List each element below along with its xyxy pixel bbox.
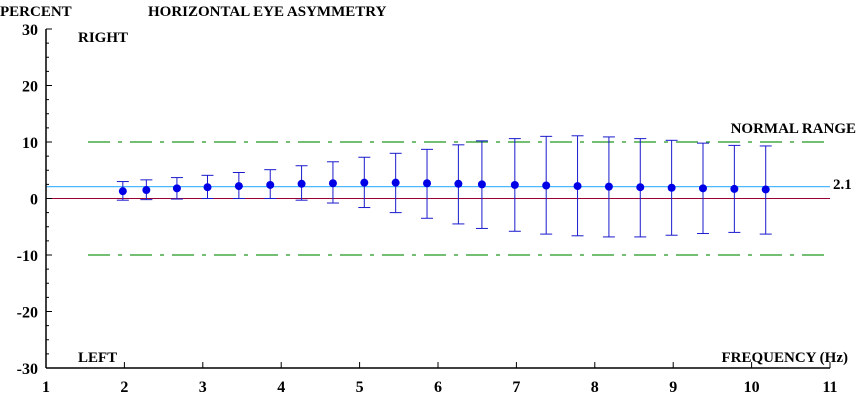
mean-value-label: 2.1 bbox=[833, 177, 852, 193]
reference-lines bbox=[46, 141, 830, 256]
data-point bbox=[542, 181, 551, 190]
y-ticks: 30 20 10 0 -10 -20 -30 bbox=[17, 22, 52, 378]
y-axis-label: PERCENT bbox=[0, 4, 72, 20]
data-point bbox=[172, 184, 181, 193]
x-axis-label: FREQUENCY (Hz) bbox=[721, 350, 848, 366]
data-point bbox=[118, 187, 127, 196]
data-point bbox=[360, 178, 369, 187]
y-tick-label: -20 bbox=[17, 305, 38, 322]
data-point bbox=[454, 179, 463, 188]
data-point bbox=[142, 186, 151, 195]
data-point bbox=[266, 180, 275, 189]
data-point bbox=[391, 178, 400, 187]
chart-title: HORIZONTAL EYE ASYMMETRY bbox=[148, 4, 387, 20]
left-annotation: LEFT bbox=[78, 350, 117, 366]
x-tick-label: 6 bbox=[434, 379, 442, 396]
y-tick-label: -30 bbox=[17, 361, 38, 378]
data-point bbox=[636, 183, 645, 192]
x-tick-label: 3 bbox=[199, 379, 207, 396]
normal-range-label: NORMAL RANGE bbox=[731, 121, 856, 137]
x-tick-label: 8 bbox=[591, 379, 599, 396]
data-point bbox=[477, 180, 486, 189]
data-point bbox=[203, 183, 212, 192]
data-point bbox=[297, 179, 306, 188]
right-annotation: RIGHT bbox=[78, 30, 128, 46]
data-point bbox=[510, 180, 519, 189]
x-tick-label: 4 bbox=[277, 379, 285, 396]
x-tick-label: 1 bbox=[42, 379, 50, 396]
x-tick-label: 9 bbox=[669, 379, 677, 396]
y-tick-label: 30 bbox=[22, 22, 38, 39]
data-point bbox=[423, 179, 432, 188]
data-points bbox=[118, 178, 770, 196]
data-point bbox=[698, 184, 707, 193]
data-point bbox=[328, 179, 337, 188]
x-ticks: 1 2 3 4 5 6 7 8 9 10 11 bbox=[42, 362, 838, 396]
x-tick-label: 5 bbox=[356, 379, 364, 396]
x-tick-label: 2 bbox=[120, 379, 128, 396]
y-tick-label: 0 bbox=[30, 192, 38, 209]
x-tick-label: 7 bbox=[512, 379, 520, 396]
data-point bbox=[730, 184, 739, 193]
x-tick-label: 11 bbox=[822, 379, 837, 396]
data-point bbox=[234, 182, 243, 191]
y-tick-label: -10 bbox=[17, 248, 38, 265]
data-point bbox=[604, 182, 613, 191]
data-point bbox=[667, 183, 676, 192]
y-tick-label: 10 bbox=[22, 135, 38, 152]
data-point bbox=[761, 185, 770, 194]
data-point bbox=[573, 182, 582, 191]
x-tick-label: 10 bbox=[744, 379, 760, 396]
y-tick-label: 20 bbox=[22, 79, 38, 96]
